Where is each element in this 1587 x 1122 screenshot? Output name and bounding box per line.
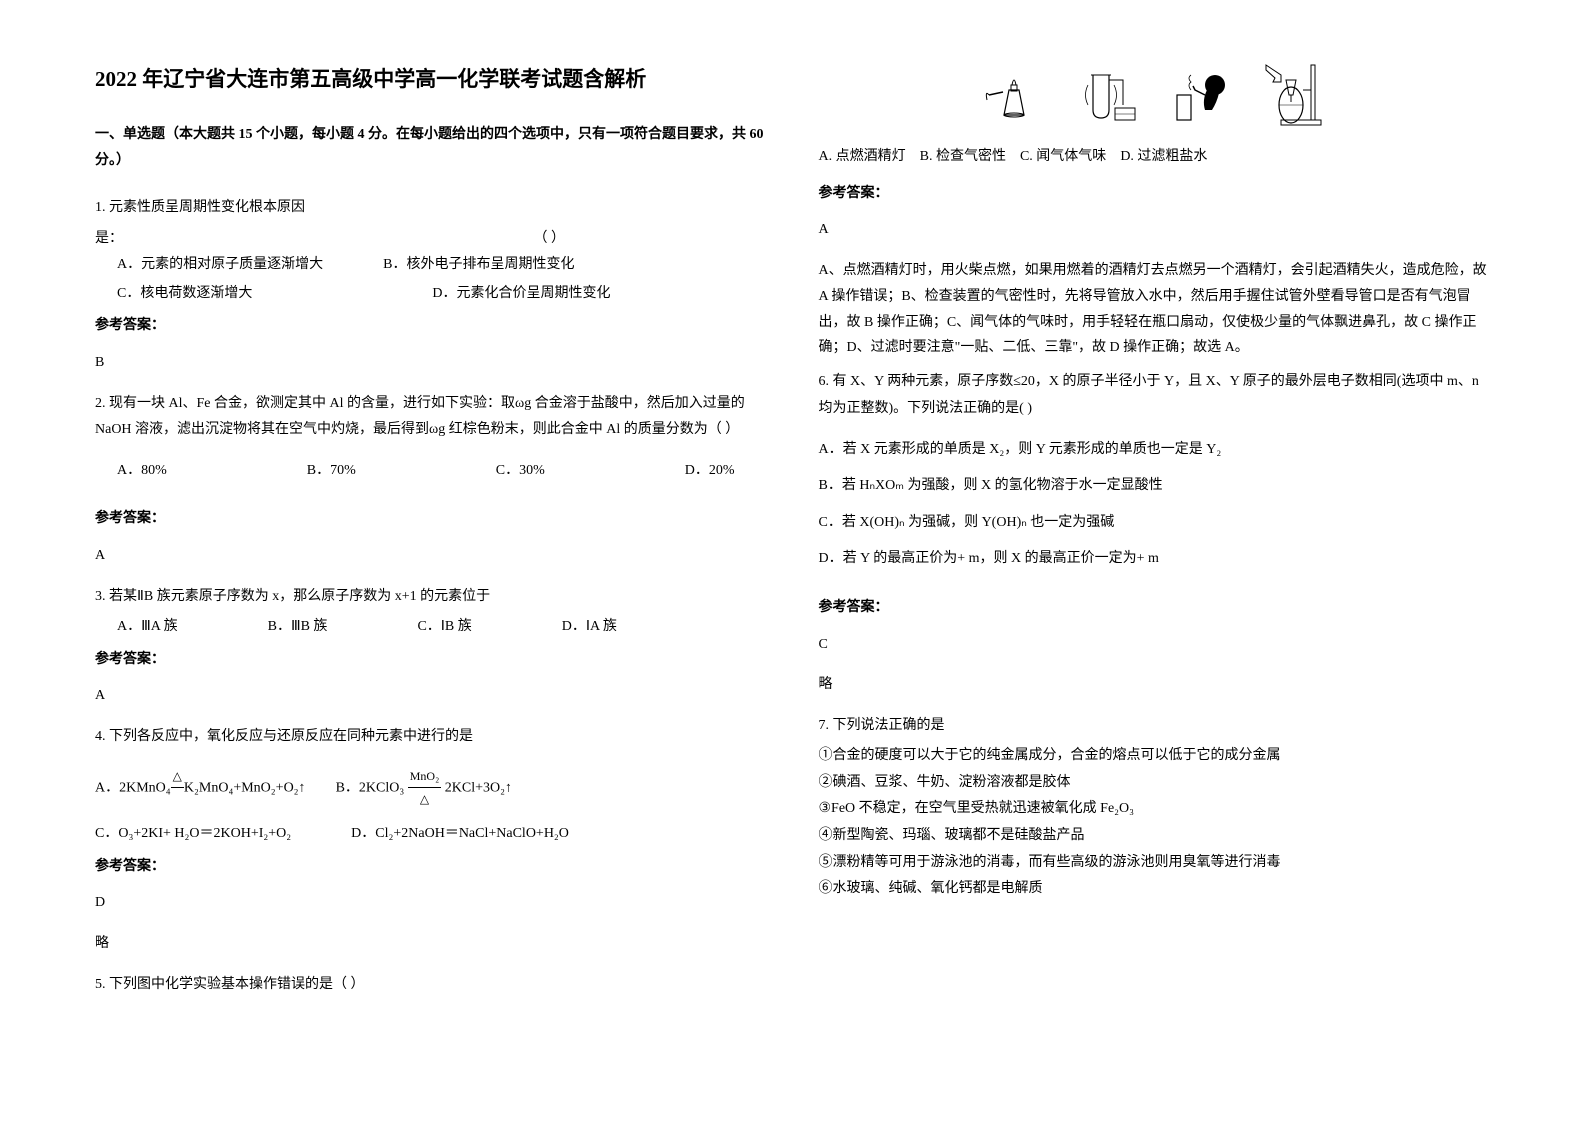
- q4-answer: D: [95, 890, 769, 917]
- q5-text: 5. 下列图中化学实验基本操作错误的是（ ）: [95, 972, 769, 999]
- q5-opt-c: C. 闻气体气味: [1020, 144, 1106, 171]
- fig-smell-icon: [1167, 60, 1237, 130]
- answer-label: 参考答案：: [95, 313, 769, 340]
- q4-text: 4. 下列各反应中，氧化反应与还原反应在同种元素中进行的是: [95, 724, 769, 751]
- q5-explanation: A、点燃酒精灯时，用火柴点燃，如果用燃着的酒精灯去点燃另一个酒精灯，会引起酒精失…: [819, 258, 1493, 362]
- q6-opt-b: B．若 HₙXOₘ 为强酸，则 X 的氢化物溶于水一定显酸性: [819, 473, 1493, 500]
- answer-label: 参考答案：: [819, 181, 1493, 208]
- question-2: 2. 现有一块 Al、Fe 合金，欲测定其中 Al 的含量，进行如下实验：取ωg…: [95, 391, 769, 485]
- q3-opt-a: A．ⅢA 族: [117, 614, 178, 641]
- q6-opt-d: D．若 Y 的最高正价为+ m，则 X 的最高正价一定为+ m: [819, 546, 1493, 573]
- fig-tube-icon: [1073, 60, 1143, 130]
- q2-text: 2. 现有一块 Al、Fe 合金，欲测定其中 Al 的含量，进行如下实验：取ωg…: [95, 391, 769, 444]
- q6-text: 6. 有 X、Y 两种元素，原子序数≤20，X 的原子半径小于 Y，且 X、Y …: [819, 369, 1493, 422]
- q7-line2: ②碘酒、豆浆、牛奶、淀粉溶液都是胶体: [819, 770, 1493, 797]
- q2-opt-a: A．80%: [117, 458, 167, 485]
- q3-opt-d: D．ⅠA 族: [562, 614, 617, 641]
- page-title: 2022 年辽宁省大连市第五高级中学高一化学联考试题含解析: [95, 60, 769, 100]
- q3-opt-b: B．ⅢB 族: [268, 614, 328, 641]
- q4a-pre: A．2KMnO₄: [95, 780, 171, 795]
- fig-lamp-icon: [979, 60, 1049, 130]
- q2-opt-b: B．70%: [307, 458, 356, 485]
- q4-opt-a: A．2KMnO₄△ K₂MnO₄+MnO₂+O₂↑: [95, 765, 306, 812]
- q1-opt-b: B．核外电子排布呈周期性变化: [383, 252, 574, 279]
- question-3: 3. 若某ⅡB 族元素原子序数为 x，那么原子序数为 x+1 的元素位于 A．Ⅲ…: [95, 584, 769, 641]
- q7-line5: ⑤漂粉精等可用于游泳池的消毒，而有些高级的游泳池则用臭氧等进行消毒: [819, 850, 1493, 877]
- section-heading: 一、单选题（本大题共 15 个小题，每小题 4 分。在每小题给出的四个选项中，只…: [95, 122, 769, 175]
- q4b-pre: B．2KClO₃: [336, 780, 405, 795]
- q5-opt-b: B. 检查气密性: [920, 144, 1006, 171]
- answer-label: 参考答案：: [95, 647, 769, 674]
- q1-opt-d: D．元素化合价呈周期性变化: [432, 281, 610, 308]
- q5-opt-a: A. 点燃酒精灯: [819, 144, 906, 171]
- q7-line6: ⑥水玻璃、纯碱、氧化钙都是电解质: [819, 876, 1493, 903]
- q5-opt-d: D. 过滤粗盐水: [1120, 144, 1207, 171]
- q2-answer: A: [95, 543, 769, 570]
- answer-label: 参考答案：: [95, 506, 769, 533]
- q7-line4: ④新型陶瓷、玛瑙、玻璃都不是硅酸盐产品: [819, 823, 1493, 850]
- q4a-post: K₂MnO₄+MnO₂+O₂↑: [184, 780, 306, 795]
- fig-filter-icon: [1261, 60, 1331, 130]
- q3-opt-c: C．ⅠB 族: [417, 614, 471, 641]
- q3-text: 3. 若某ⅡB 族元素原子序数为 x，那么原子序数为 x+1 的元素位于: [95, 584, 769, 611]
- q6-opt-c: C．若 X(OH)ₙ 为强碱，则 Y(OH)ₙ 也一定为强碱: [819, 510, 1493, 537]
- question-1: 1. 元素性质呈周期性变化根本原因 是： （ ） A．元素的相对原子质量逐渐增大…: [95, 195, 769, 307]
- q1-answer: B: [95, 350, 769, 377]
- answer-label: 参考答案：: [819, 595, 1493, 622]
- q4-opt-b: B．2KClO₃ MnO₂△ 2KCl+3O₂↑: [336, 765, 512, 812]
- q4-note: 略: [95, 931, 769, 958]
- answer-label: 参考答案：: [95, 854, 769, 881]
- q4-opt-c: C．O₃+2KI+ H₂O＝2KOH+I₂+O₂: [95, 821, 291, 848]
- q4b-post: 2KCl+3O₂↑: [445, 780, 512, 795]
- q1-text2: 是：: [95, 226, 123, 253]
- question-5: 5. 下列图中化学实验基本操作错误的是（ ）: [95, 972, 769, 999]
- q1-text: 1. 元素性质呈周期性变化根本原因: [95, 195, 769, 222]
- question-4: 4. 下列各反应中，氧化反应与还原反应在同种元素中进行的是 A．2KMnO₄△ …: [95, 724, 769, 848]
- q2-opt-d: D．20%: [685, 458, 735, 485]
- left-column: 2022 年辽宁省大连市第五高级中学高一化学联考试题含解析 一、单选题（本大题共…: [95, 60, 769, 1004]
- right-column: A. 点燃酒精灯 B. 检查气密性 C. 闻气体气味 D. 过滤粗盐水 参考答案…: [819, 60, 1493, 1004]
- q2-opt-c: C．30%: [496, 458, 545, 485]
- q1-opt-c: C．核电荷数逐渐增大: [117, 281, 252, 308]
- question-6: 6. 有 X、Y 两种元素，原子序数≤20，X 的原子半径小于 Y，且 X、Y …: [819, 369, 1493, 573]
- q3-answer: A: [95, 683, 769, 710]
- q7-line1: ①合金的硬度可以大于它的纯金属成分，合金的熔点可以低于它的成分金属: [819, 743, 1493, 770]
- q4-opt-d: D．Cl₂+2NaOH＝NaCl+NaClO+H₂O: [351, 821, 569, 848]
- q7-line3: ③FeO 不稳定，在空气里受热就迅速被氧化成 Fe₂O₃: [819, 796, 1493, 823]
- q5-answer: A: [819, 217, 1493, 244]
- q7-text: 7. 下列说法正确的是: [819, 713, 1493, 740]
- question-7: 7. 下列说法正确的是 ①合金的硬度可以大于它的纯金属成分，合金的熔点可以低于它…: [819, 713, 1493, 903]
- q6-opt-a: A．若 X 元素形成的单质是 X₂，则 Y 元素形成的单质也一定是 Y₂: [819, 437, 1493, 464]
- q1-opt-a: A．元素的相对原子质量逐渐增大: [117, 252, 323, 279]
- q6-answer: C: [819, 632, 1493, 659]
- q6-note: 略: [819, 672, 1493, 699]
- q1-paren: （ ）: [534, 226, 566, 253]
- q5-figures: [819, 60, 1493, 130]
- q4b-mid: MnO₂: [408, 765, 442, 789]
